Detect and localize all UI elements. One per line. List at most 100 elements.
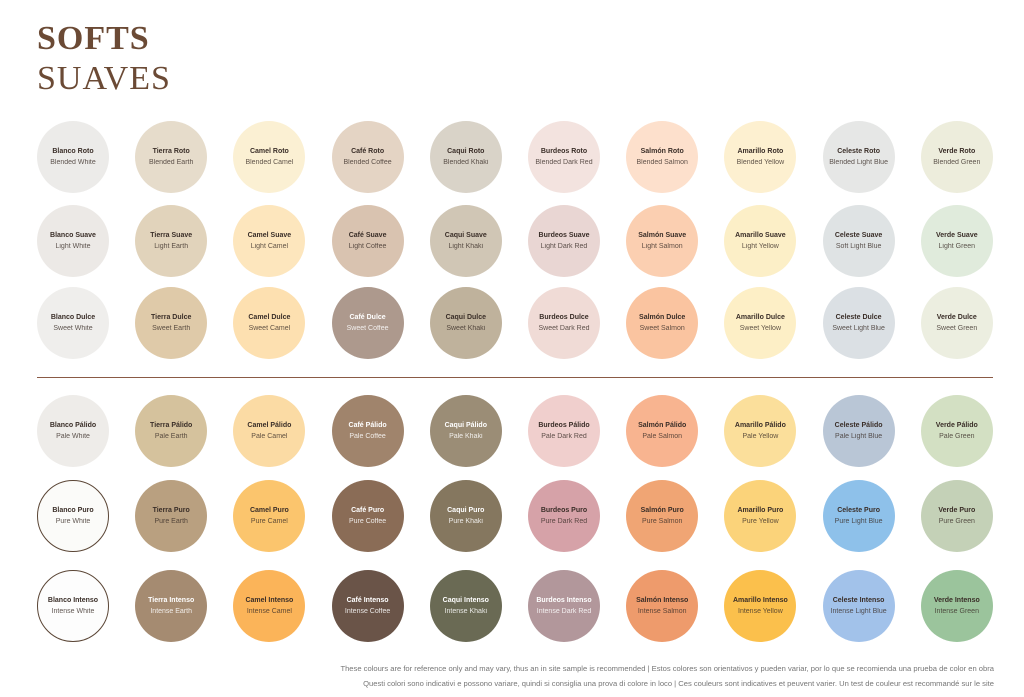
swatch-name: Celeste Intenso (832, 597, 885, 604)
swatch-label: Intense Dark Red (536, 608, 592, 615)
swatch-label: Sweet Khaki (446, 325, 486, 332)
swatch-name: Verde Suave (935, 232, 978, 239)
color-swatch: Amarillo Intenso Intense Yellow (724, 570, 797, 642)
swatch-name: Celeste Dulce (835, 314, 882, 321)
color-swatch: Verde Dulce Sweet Green (920, 287, 993, 359)
swatch-name: Café Roto (351, 148, 385, 155)
swatch-name: Celeste Puro (837, 507, 880, 514)
color-swatch: Celeste Dulce Sweet Light Blue (822, 287, 895, 359)
swatch-label: Light Green (938, 243, 976, 250)
swatch-label: Pure Earth (154, 518, 188, 525)
subtitle: SUAVES (37, 60, 171, 97)
swatch-label: Blended Yellow (736, 159, 785, 166)
color-swatch: Caqui Intenso Intense Khaki (429, 570, 502, 642)
swatch-name: Tierra Roto (152, 148, 190, 155)
swatch-label: Pale Camel (251, 433, 288, 440)
swatch-name: Burdeos Intenso (536, 597, 592, 604)
swatch-name: Salmón Suave (638, 232, 687, 239)
swatch-label: Intense Salmon (637, 608, 687, 615)
swatch-name: Burdeos Roto (540, 148, 588, 155)
swatch-name: Caqui Suave (444, 232, 487, 239)
color-swatch: Verde Roto Blended Green (920, 121, 993, 193)
color-swatch: Caqui Roto Blended Khaki (429, 121, 502, 193)
swatch-name: Blanco Suave (50, 232, 96, 239)
swatch-name: Tierra Pálido (150, 422, 193, 429)
swatch-label: Intense White (51, 608, 95, 615)
swatch-label: Pale Dark Red (541, 433, 587, 440)
color-swatch: Burdeos Roto Blended Dark Red (528, 121, 600, 193)
swatch-name: Caqui Roto (447, 148, 485, 155)
swatch-label: Sweet White (53, 325, 93, 332)
swatch-label: Intense Coffee (344, 608, 391, 615)
swatch-name: Amarillo Intenso (732, 597, 788, 604)
swatch-label: Light Camel (250, 243, 289, 250)
color-swatch: Caqui Pálido Pale Khaki (429, 395, 502, 467)
swatch-name: Salmón Intenso (636, 597, 689, 604)
swatch-name: Salmón Dulce (639, 314, 686, 321)
swatch-label: Sweet Dark Red (538, 325, 590, 332)
swatch-name: Celeste Suave (834, 232, 883, 239)
color-swatch: Verde Intenso Intense Green (920, 570, 993, 642)
swatch-name: Burdeos Dulce (539, 314, 589, 321)
swatch-name: Tierra Suave (150, 232, 193, 239)
swatch-label: Sweet Salmon (639, 325, 685, 332)
swatch-name: Café Dulce (349, 314, 386, 321)
swatch-label: Pale Green (939, 433, 975, 440)
swatch-label: Pale Khaki (449, 433, 483, 440)
swatch-name: Verde Intenso (933, 597, 980, 604)
swatch-label: Intense Light Blue (830, 608, 887, 615)
swatch-label: Blended Green (933, 159, 981, 166)
swatch-name: Blanco Dulce (50, 314, 96, 321)
color-swatch: Celeste Pálido Pale Light Blue (822, 395, 895, 467)
swatch-label: Sweet Coffee (346, 325, 389, 332)
swatch-name: Verde Roto (938, 148, 976, 155)
swatch-name: Camel Dulce (248, 314, 291, 321)
swatch-label: Intense Yellow (738, 608, 783, 615)
color-swatch: Café Roto Blended Coffee (331, 121, 404, 193)
swatch-name: Celeste Pálido (834, 422, 883, 429)
color-swatch: Café Intenso Intense Coffee (331, 570, 404, 642)
swatch-label: Pale Light Blue (835, 433, 883, 440)
color-swatch: Amarillo Puro Pure Yellow (724, 480, 797, 552)
title: SOFTS (37, 20, 150, 57)
color-swatch: Burdeos Dulce Sweet Dark Red (528, 287, 600, 359)
color-swatch: Tierra Suave Light Earth (135, 205, 208, 277)
swatch-label: Light Yellow (741, 243, 779, 250)
color-swatch: Verde Pálido Pale Green (920, 395, 993, 467)
swatch-name: Burdeos Puro (540, 507, 588, 514)
swatch-label: Blended Light Blue (829, 159, 888, 166)
swatch-label: Pure Camel (250, 518, 288, 525)
swatch-label: Intense Green (934, 608, 979, 615)
color-swatch: Caqui Puro Pure Khaki (429, 480, 502, 552)
swatch-name: Caqui Intenso (442, 597, 489, 604)
color-swatch: Burdeos Suave Light Dark Red (528, 205, 600, 277)
swatch-name: Burdeos Suave (538, 232, 590, 239)
swatch-label: Pure White (55, 518, 91, 525)
color-swatch: Verde Puro Pure Green (920, 480, 993, 552)
swatch-name: Caqui Pálido (444, 422, 487, 429)
color-swatch: Amarillo Pálido Pale Yellow (724, 395, 797, 467)
swatch-label: Pale Salmon (642, 433, 683, 440)
swatch-label: Sweet Light Blue (832, 325, 885, 332)
swatch-label: Pale White (56, 433, 90, 440)
swatch-label: Light Earth (154, 243, 189, 250)
swatch-name: Amarillo Suave (735, 232, 786, 239)
swatch-name: Amarillo Pálido (734, 422, 786, 429)
swatch-label: Pure Coffee (348, 518, 387, 525)
swatch-label: Blended Salmon (636, 159, 688, 166)
swatch-name: Verde Puro (938, 507, 976, 514)
swatch-label: Pure Dark Red (540, 518, 588, 525)
swatch-label: Pure Yellow (742, 518, 779, 525)
color-swatch: Celeste Intenso Intense Light Blue (822, 570, 895, 642)
swatch-label: Intense Earth (150, 608, 192, 615)
swatch-name: Café Suave (348, 232, 387, 239)
swatch-name: Burdeos Pálido (538, 422, 590, 429)
swatch-label: Intense Camel (246, 608, 292, 615)
color-swatch: Blanco Dulce Sweet White (37, 287, 109, 359)
swatch-label: Soft Light Blue (835, 243, 882, 250)
color-swatch: Burdeos Pálido Pale Dark Red (528, 395, 600, 467)
swatch-label: Blended White (50, 159, 96, 166)
swatch-label: Sweet Camel (248, 325, 291, 332)
swatch-name: Amarillo Puro (737, 507, 784, 514)
color-swatch: Amarillo Roto Blended Yellow (724, 121, 797, 193)
